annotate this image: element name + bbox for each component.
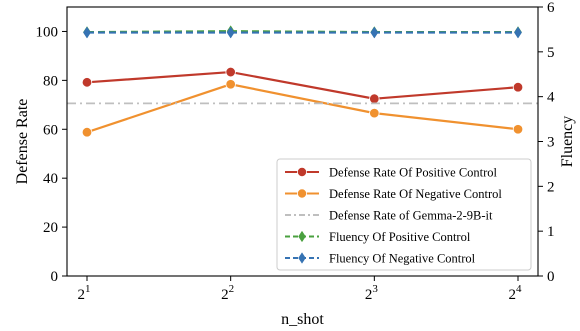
x-tick-label: 21: [78, 283, 91, 303]
series-defense-rate-of-negative-control: [81, 79, 524, 138]
legend-box: [276, 158, 532, 271]
legend-item: Defense Rate of Gemma-2-9B-it: [285, 209, 493, 223]
data-point: [369, 107, 380, 119]
legend-label: Fluency Of Negative Control: [329, 252, 476, 266]
series-defense-rate-of-positive-control: [81, 66, 524, 104]
data-point: [514, 26, 522, 39]
legend-swatch-marker: [296, 166, 307, 177]
y-right-tick-label: 1: [547, 224, 555, 240]
legend-item: Defense Rate Of Negative Control: [285, 187, 502, 201]
legend-label: Defense Rate Of Positive Control: [329, 166, 498, 180]
legend-swatch-marker: [296, 188, 307, 199]
y-right-tick-label: 0: [547, 269, 555, 285]
x-tick-label: 24: [509, 283, 523, 303]
y-left-tick-label: 20: [43, 220, 58, 236]
data-point: [512, 124, 524, 135]
legend: Defense Rate Of Positive Control Defense …: [276, 158, 532, 271]
y-left-tick-label: 60: [43, 122, 58, 138]
series-line-defense-rate-of-negative-control: [86, 83, 519, 134]
data-point: [225, 79, 236, 90]
x-tick-label: 23: [365, 283, 379, 303]
data-point: [225, 66, 236, 78]
y-right-tick-label: 6: [547, 0, 555, 16]
legend-label: Fluency Of Positive Control: [329, 230, 471, 244]
y-right-axis-label: Fluency: [559, 116, 576, 168]
y-left-tick-label: 80: [43, 73, 58, 89]
series-fluency-of-negative-control: [83, 26, 522, 39]
data-point: [81, 77, 93, 88]
data-point: [512, 82, 524, 93]
legend-swatch-marker: [298, 252, 306, 264]
legend-item: Fluency Of Negative Control: [285, 252, 476, 266]
y-right-tick-label: 5: [547, 45, 555, 61]
y-right-tick-label: 2: [547, 179, 555, 195]
data-point: [81, 127, 93, 138]
legend-swatch-marker: [298, 230, 306, 243]
data-point: [226, 26, 235, 39]
series-line-defense-rate-of-positive-control: [86, 70, 519, 100]
y-left-tick-label: 0: [51, 269, 59, 285]
y-right-tick-label: 3: [547, 135, 555, 151]
legend-item: Fluency Of Positive Control: [285, 230, 471, 244]
y-left-tick-label: 40: [43, 171, 58, 187]
legend-label: Defense Rate Of Negative Control: [329, 187, 502, 201]
data-point: [369, 93, 380, 104]
legend-item: Defense Rate Of Positive Control: [285, 166, 498, 180]
y-left-tick-label: 100: [36, 24, 59, 40]
plot-area: [67, 25, 538, 138]
y-right-tick-label: 4: [547, 90, 555, 106]
data-point: [83, 26, 91, 39]
legend-label: Defense Rate of Gemma-2-9B-it: [329, 209, 493, 223]
data-point: [370, 26, 379, 39]
x-axis-label: n_shot: [281, 311, 324, 328]
y-left-axis-label: Defense Rate: [14, 99, 31, 185]
x-tick-label: 22: [221, 283, 234, 303]
